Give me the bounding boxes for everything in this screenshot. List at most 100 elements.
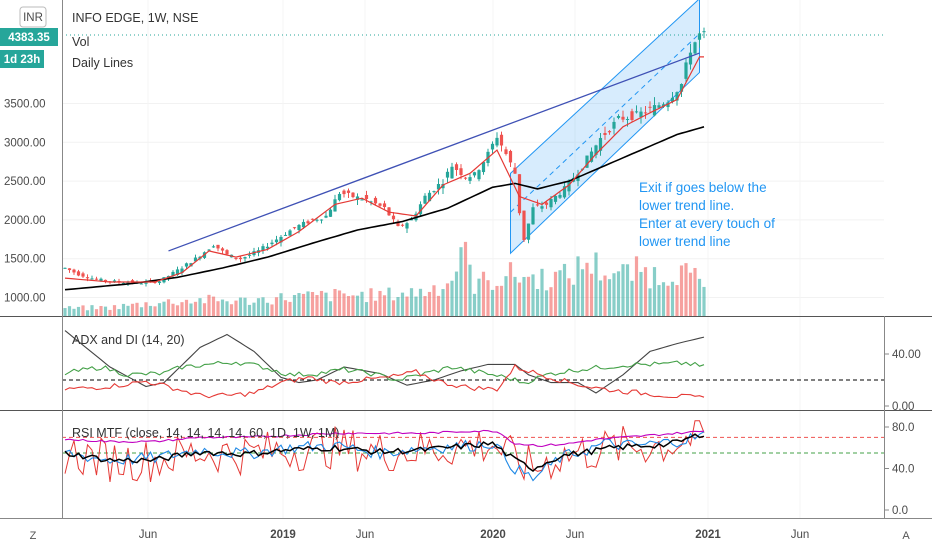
volume-bar — [328, 301, 333, 316]
candle-body — [598, 137, 603, 151]
candle-body — [540, 206, 544, 209]
volume-bar — [544, 290, 549, 316]
candle-body — [675, 92, 679, 101]
time-tick-label: 2020 — [480, 529, 506, 541]
currency-badge[interactable]: INR — [19, 6, 47, 28]
candle-body — [369, 201, 373, 203]
annotation-note: Exit if goes below the lower trend line.… — [639, 180, 775, 249]
volume-bar — [679, 265, 684, 316]
time-tick-label: 2021 — [695, 529, 721, 541]
volume-bar — [688, 272, 693, 316]
candle-body — [459, 168, 463, 175]
volume-bar — [216, 301, 220, 316]
volume-bar — [391, 300, 396, 316]
volume-bar — [684, 263, 688, 316]
zoom-button[interactable]: Z — [22, 524, 44, 546]
candle-body — [157, 281, 162, 283]
volume-bar — [121, 303, 126, 316]
candle-body — [247, 254, 252, 256]
volume-bar — [220, 299, 225, 316]
volume-bar — [508, 262, 513, 316]
volume-bar — [675, 285, 679, 316]
candle-body — [657, 105, 661, 108]
line-layer — [62, 34, 884, 291]
auto-scale-button[interactable]: A — [894, 524, 918, 546]
candle-body — [396, 221, 400, 227]
countdown-tag-label: 1d 23h — [4, 54, 40, 66]
candle-body — [301, 221, 306, 228]
rsi-title: RSI MTF (close, 14, 14, 14, 14, 60, 1D, … — [72, 426, 339, 440]
zoom-button-box — [22, 524, 44, 546]
candle-body — [418, 204, 423, 215]
rsi-tick-label: 40.0 — [892, 464, 914, 476]
volume-bar — [297, 293, 301, 316]
candle-body — [382, 203, 387, 208]
candle-body — [585, 155, 589, 168]
candle-body — [567, 180, 571, 192]
candle-body — [432, 191, 436, 193]
candle-body — [265, 246, 270, 249]
time-tick-label: Jun — [791, 529, 810, 541]
candle-body — [630, 111, 634, 120]
volume-bar — [337, 290, 342, 316]
rsi-tick-label: 80.0 — [892, 422, 914, 434]
volume-bar — [517, 282, 522, 316]
zoom-button-label: Z — [30, 530, 37, 542]
price-tick-label: 2500.00 — [4, 176, 46, 188]
volume-bar — [387, 287, 391, 316]
rsi-tick-label: 0.0 — [892, 505, 908, 517]
candle-body — [441, 183, 445, 189]
volume-bar — [571, 284, 576, 316]
candle-body — [477, 170, 481, 180]
candle-body — [562, 186, 567, 198]
volume-bar — [567, 278, 571, 316]
price-tick-label: 1500.00 — [4, 254, 46, 266]
volume-bar — [292, 295, 297, 316]
candle-body — [603, 132, 607, 135]
candle-body — [328, 209, 333, 217]
annotation-line-2: lower trend line. — [639, 198, 734, 213]
candle-body — [63, 267, 67, 269]
volume-bar — [576, 256, 580, 316]
candle-body — [378, 203, 382, 206]
volume-bar — [441, 289, 445, 316]
volume-bar — [702, 286, 706, 316]
annotation-line-3: Enter at every touch of — [639, 216, 775, 231]
candle-body — [243, 257, 247, 259]
volume-bar — [427, 291, 432, 316]
volume-bar — [369, 288, 373, 316]
candle-body — [360, 199, 364, 201]
candle-body — [220, 248, 225, 251]
volume-bar — [589, 273, 594, 316]
volume-bar — [261, 297, 265, 316]
candle-body — [594, 145, 598, 155]
volume-bar — [558, 270, 562, 316]
candle-body — [139, 283, 144, 285]
candle-body — [319, 219, 324, 221]
candle-body — [207, 249, 211, 251]
volume-bar — [274, 297, 279, 316]
candle-body — [76, 271, 81, 276]
candle-body — [193, 257, 198, 262]
countdown-tag: 1d 23h — [0, 50, 44, 68]
volume-bar — [346, 296, 351, 316]
annotation-line-1: Exit if goes below the — [639, 180, 767, 195]
countdown-tag-bg — [0, 50, 44, 68]
volume-bar — [445, 283, 450, 316]
last-price-tag-bg — [0, 28, 58, 46]
candle-body — [625, 119, 630, 121]
volume-bar — [594, 252, 598, 316]
volume-bar — [405, 296, 409, 316]
candle-body — [445, 171, 450, 178]
volume-bar — [495, 285, 499, 316]
legend-daily-lines: Daily Lines — [72, 56, 133, 70]
candle-body — [225, 250, 229, 255]
volume-bar — [400, 292, 405, 316]
volume-bar — [202, 303, 207, 316]
volume-bar — [535, 289, 540, 316]
time-tick-label: 2019 — [270, 529, 296, 541]
candle-body — [661, 104, 666, 107]
candle-body — [144, 281, 148, 284]
candle-body — [211, 246, 216, 248]
